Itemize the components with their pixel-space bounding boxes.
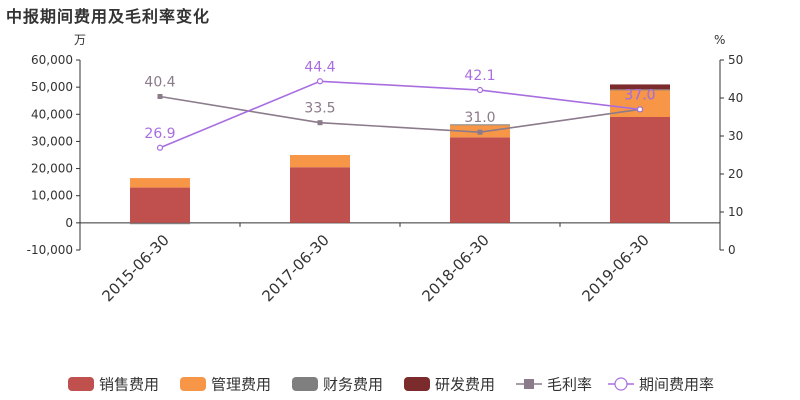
legend-swatch-marker-期间费用率 — [614, 377, 628, 391]
left-tick-label: 50,000 — [31, 80, 73, 94]
right-tick-label: 40 — [728, 91, 743, 105]
data-label-期间费用率: 42.1 — [464, 68, 495, 84]
data-label-毛利率: 33.5 — [304, 101, 335, 117]
left-tick-label: 20,000 — [31, 162, 73, 176]
line-毛利率 — [159, 95, 641, 134]
left-tick-label: 10,000 — [31, 189, 73, 203]
left-tick-label: 60,000 — [31, 53, 73, 67]
right-axis-unit: % — [714, 33, 725, 47]
bar-研发费用-3 — [610, 84, 670, 90]
bar-管理费用-1 — [290, 155, 350, 168]
legend-label-毛利率: 毛利率 — [547, 376, 592, 394]
legend-swatch-marker-毛利率 — [524, 379, 534, 389]
point-期间费用率 — [316, 78, 324, 85]
x-tick-label: 2015-06-30 — [98, 231, 172, 305]
legend-label-销售费用: 销售费用 — [99, 376, 159, 394]
left-tick-label: -10,000 — [27, 243, 73, 257]
data-label-毛利率: 40.4 — [144, 74, 175, 90]
point-期间费用率 — [476, 86, 484, 94]
legend-label-管理费用: 管理费用 — [211, 376, 271, 394]
right-tick-label: 10 — [728, 205, 743, 219]
bar-销售费用-1 — [290, 167, 350, 223]
bar-销售费用-2 — [450, 137, 510, 223]
bar-财务费用-2 — [450, 124, 510, 126]
right-tick-label: 20 — [728, 167, 743, 181]
legend-swatch-销售费用 — [68, 377, 94, 391]
bar-销售费用-3 — [610, 117, 670, 223]
data-label-毛利率: 31.0 — [464, 110, 495, 126]
legend-label-财务费用: 财务费用 — [323, 376, 383, 394]
x-tick-label: 2018-06-30 — [418, 231, 492, 305]
bar-财务费用-3 — [610, 89, 670, 91]
right-tick-label: 30 — [728, 129, 743, 143]
point-期间费用率 — [636, 106, 644, 113]
point-毛利率 — [477, 129, 483, 135]
bar-销售费用-0 — [130, 187, 190, 223]
data-label-期间费用率: 26.9 — [144, 126, 175, 142]
chart-title: 中报期间费用及毛利率变化 — [6, 7, 211, 26]
bar-财务费用-0 — [130, 222, 190, 225]
legend-label-研发费用: 研发费用 — [435, 376, 495, 394]
left-axis-unit: 万 — [74, 33, 86, 47]
point-期间费用率 — [156, 144, 164, 151]
right-tick-label: 50 — [728, 53, 743, 67]
legend-swatch-管理费用 — [180, 377, 206, 391]
legend-label-期间费用率: 期间费用率 — [639, 376, 714, 394]
left-tick-label: 0 — [65, 216, 73, 230]
x-tick-label: 2017-06-30 — [258, 231, 332, 305]
x-tick-label: 2019-06-30 — [578, 231, 652, 305]
data-label-期间费用率: 37.0 — [624, 87, 655, 103]
bar-管理费用-0 — [130, 178, 190, 188]
point-毛利率 — [317, 120, 323, 126]
left-tick-label: 30,000 — [31, 134, 73, 148]
data-label-毛利率: 37.0 — [624, 87, 655, 103]
left-tick-label: 40,000 — [31, 107, 73, 121]
legend-swatch-研发费用 — [404, 377, 430, 391]
legend-swatch-财务费用 — [292, 377, 318, 391]
line-期间费用率 — [159, 80, 641, 149]
point-毛利率 — [157, 93, 163, 99]
data-label-期间费用率: 44.4 — [304, 59, 335, 75]
right-tick-label: 0 — [728, 243, 736, 257]
